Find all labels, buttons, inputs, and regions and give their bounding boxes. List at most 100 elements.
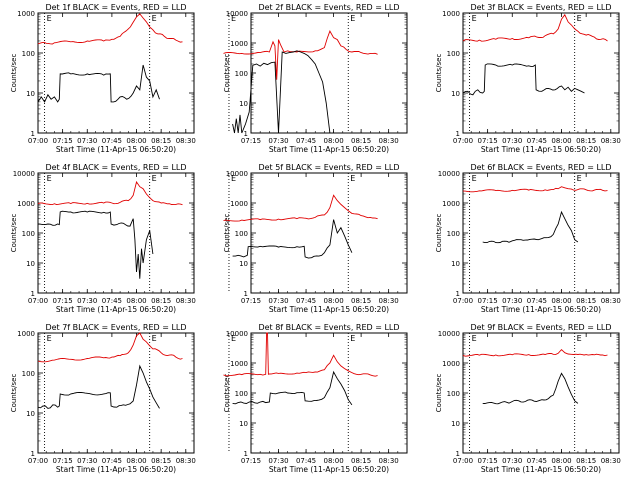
y-axis-label: Counts/sec: [223, 214, 231, 253]
series-lld: [463, 186, 608, 193]
x-tick-label: 07:45: [102, 137, 122, 145]
event-marker-letter: E: [47, 14, 52, 23]
y-axis-label: Counts/sec: [435, 54, 443, 93]
x-tick-label: 07:00: [453, 297, 473, 305]
x-tick-label: 07:30: [502, 457, 522, 465]
plot-frame: [250, 172, 408, 294]
plot-frame: [250, 12, 408, 134]
y-tick-label: 10: [451, 90, 460, 98]
x-tick-label: 08:00: [551, 457, 571, 465]
series-events: [37, 64, 160, 103]
x-axis-label: Start Time (11-Apr-15 06:50:20): [481, 465, 601, 474]
event-marker-letter: E: [577, 14, 582, 23]
event-marker-letter: E: [152, 14, 157, 23]
y-tick-label: 1: [244, 130, 248, 138]
panel-title: Det 5f BLACK = Events, RED = LLD: [258, 163, 399, 172]
event-marker-letter: E: [231, 14, 236, 23]
plot-frame: [37, 332, 195, 454]
x-tick-label: 07:00: [28, 297, 48, 305]
event-marker-letter: E: [577, 174, 582, 183]
panel-det-2: Det 2f BLACK = Events, RED = LLD 07:15 07:…: [223, 3, 408, 154]
x-tick-label: 07:45: [102, 297, 122, 305]
y-tick-label: 1: [31, 130, 35, 138]
x-tick-label: 08:00: [323, 297, 343, 305]
plot-frame: [462, 12, 620, 134]
series-events: [482, 210, 579, 244]
y-tick-label: 10000: [226, 10, 248, 18]
x-tick-label: 07:45: [527, 137, 547, 145]
panel-det-8: Det 8f BLACK = Events, RED = LLD 07:15 07:…: [223, 323, 408, 474]
y-tick-label: 100: [22, 50, 35, 58]
x-tick-label: 07:30: [268, 137, 288, 145]
x-tick-label: 08:15: [351, 297, 371, 305]
x-axis-label: Start Time (11-Apr-15 06:50:20): [56, 465, 176, 474]
y-tick-label: 1: [244, 450, 248, 458]
x-tick-label: 08:30: [601, 457, 621, 465]
x-axis-label: Start Time (11-Apr-15 06:50:20): [269, 305, 389, 314]
y-axis-label: Counts/sec: [10, 54, 18, 93]
event-marker-letter: E: [472, 334, 477, 343]
event-marker-letter: E: [152, 334, 157, 343]
series-events: [482, 372, 579, 405]
event-marker-letter: E: [472, 174, 477, 183]
panel-title: Det 9f BLACK = Events, RED = LLD: [470, 323, 611, 332]
event-marker-letter: E: [577, 334, 582, 343]
series-lld: [462, 13, 608, 42]
x-tick-label: 08:00: [551, 297, 571, 305]
x-tick-label: 08:15: [151, 457, 171, 465]
x-tick-label: 08:00: [551, 137, 571, 145]
series-events: [232, 370, 353, 406]
panel-det-7: Det 7f BLACK = Events, RED = LLD 07:00 07:…: [10, 323, 196, 474]
x-tick-label: 07:15: [478, 297, 498, 305]
x-tick-label: 07:15: [241, 457, 261, 465]
x-tick-label: 07:45: [296, 137, 316, 145]
x-tick-label: 08:15: [151, 297, 171, 305]
x-tick-label: 07:30: [77, 137, 97, 145]
x-tick-label: 07:15: [478, 457, 498, 465]
x-tick-label: 07:30: [77, 297, 97, 305]
x-tick-label: 08:30: [176, 137, 196, 145]
x-tick-label: 07:00: [453, 457, 473, 465]
x-tick-label: 07:00: [28, 137, 48, 145]
x-tick-label: 07:15: [53, 137, 73, 145]
x-axis-label: Start Time (11-Apr-15 06:50:20): [56, 145, 176, 154]
x-tick-label: 08:30: [601, 137, 621, 145]
event-marker-letter: E: [350, 174, 355, 183]
event-marker-letter: E: [231, 174, 236, 183]
x-tick-label: 08:30: [379, 457, 399, 465]
y-tick-label: 1000: [17, 10, 35, 18]
y-tick-label: 100: [447, 50, 460, 58]
series-lld: [37, 13, 183, 45]
panel-det-5: Det 5f BLACK = Events, RED = LLD 07:15 07:…: [223, 163, 408, 314]
panel-det-1: Det 1f BLACK = Events, RED = LLD 07:00 07:…: [10, 3, 196, 154]
series-lld: [223, 194, 378, 222]
x-axis-label: Start Time (11-Apr-15 06:50:20): [481, 305, 601, 314]
series-lld: [462, 348, 608, 357]
plot-frame: [462, 332, 620, 454]
x-tick-label: 08:00: [126, 297, 146, 305]
event-marker-letter: E: [152, 174, 157, 183]
y-tick-label: 100: [447, 230, 460, 238]
panel-title: Det 2f BLACK = Events, RED = LLD: [258, 3, 399, 12]
x-tick-label: 07:15: [241, 297, 261, 305]
panel-title: Det 3f BLACK = Events, RED = LLD: [470, 3, 611, 12]
x-tick-label: 07:30: [502, 297, 522, 305]
y-tick-label: 100: [22, 370, 35, 378]
x-tick-label: 07:30: [268, 297, 288, 305]
event-marker-letter: E: [350, 334, 355, 343]
event-marker-letter: E: [350, 14, 355, 23]
y-axis-label: Counts/sec: [223, 374, 231, 413]
y-axis-label: Counts/sec: [223, 54, 231, 93]
x-tick-label: 08:15: [576, 297, 596, 305]
x-tick-label: 08:15: [351, 137, 371, 145]
series-events: [232, 219, 353, 259]
y-tick-label: 1: [31, 450, 35, 458]
y-tick-label: 1: [456, 450, 460, 458]
y-tick-label: 1: [456, 290, 460, 298]
x-tick-label: 08:30: [176, 297, 196, 305]
x-axis-label: Start Time (11-Apr-15 06:50:20): [269, 145, 389, 154]
y-tick-label: 10000: [438, 330, 460, 338]
x-tick-label: 07:00: [28, 457, 48, 465]
y-tick-label: 10000: [13, 170, 35, 178]
x-tick-label: 07:15: [53, 457, 73, 465]
